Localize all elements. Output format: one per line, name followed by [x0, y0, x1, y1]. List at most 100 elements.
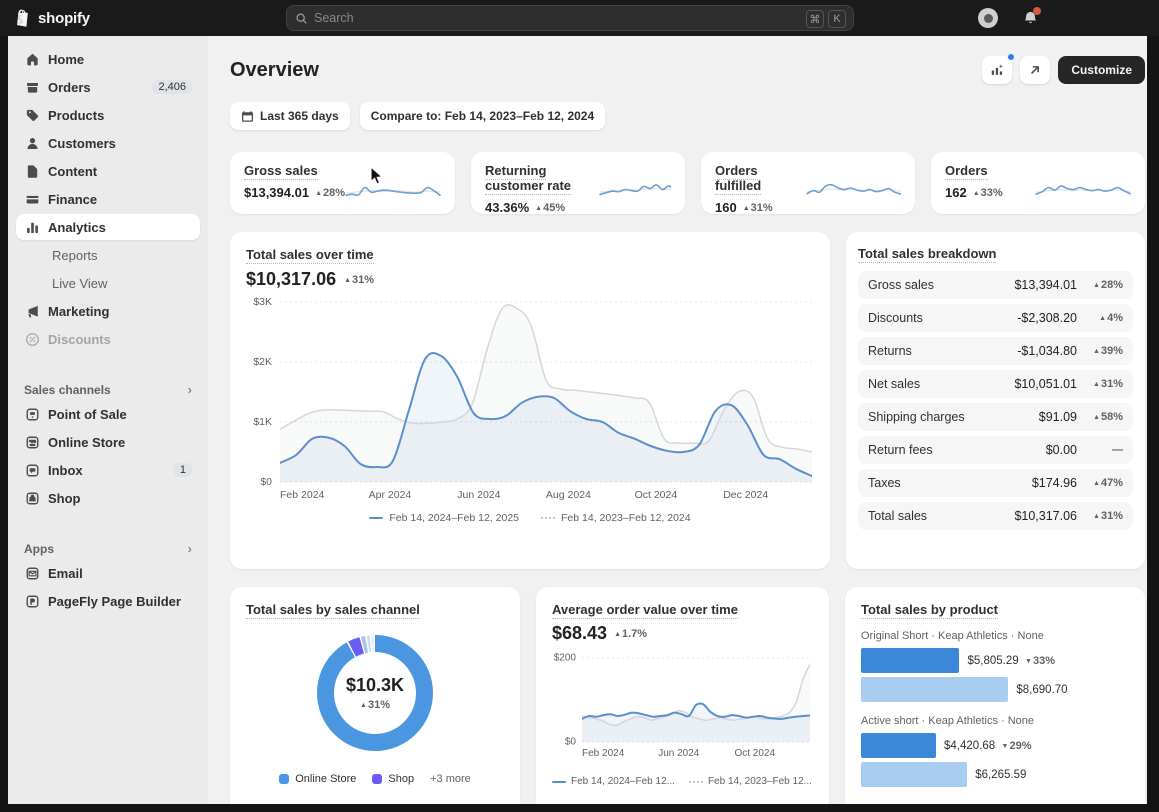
- sidebar-item-shop[interactable]: Shop: [16, 485, 200, 511]
- products-icon: [24, 107, 40, 123]
- shop-icon: [24, 490, 40, 506]
- date-range-button[interactable]: Last 365 days: [230, 102, 350, 130]
- x-axis-labels: Feb 2024 Apr 2024 Jun 2024 Aug 2024 Oct 2024…: [280, 489, 769, 501]
- share-button[interactable]: [1020, 56, 1051, 84]
- sidebar-item-orders[interactable]: Orders 2,406: [16, 74, 200, 100]
- discounts-icon: [24, 331, 40, 347]
- metric-cards-row: Gross sales $13,394.01 ▲28% Returning custo…: [230, 152, 1145, 215]
- sidebar-item-label: Email: [48, 565, 83, 581]
- average-order-value-card[interactable]: Average order value over time $68.43 ▲1.…: [536, 587, 829, 804]
- sidebar-item-label: Finance: [48, 191, 98, 207]
- sidebar-item-content[interactable]: Content: [16, 158, 200, 184]
- sidebar-item-label: Reports: [52, 247, 98, 263]
- notification-badge: [1033, 7, 1041, 15]
- content-icon: [24, 163, 40, 179]
- sidebar-item-point-of-sale[interactable]: Point of Sale: [16, 401, 200, 427]
- donut-legend-item: Online Store: [279, 773, 356, 785]
- legend-item: Feb 14, 2024–Feb 12, 2025: [369, 512, 519, 524]
- total-sales-breakdown-card: Total sales breakdown Gross sales $13,394…: [846, 232, 1145, 569]
- calendar-icon: [241, 110, 254, 122]
- sidebar-item-label: Customers: [48, 135, 116, 151]
- sidebar-item-label: Content: [48, 163, 98, 179]
- finance-icon: [24, 191, 40, 207]
- sidebar-item-label: Home: [48, 51, 85, 67]
- breakdown-row-return-fees[interactable]: Return fees $0.00—: [858, 436, 1133, 464]
- store-avatar[interactable]: [977, 7, 999, 29]
- sidebar-item-live-view[interactable]: Live View: [16, 270, 200, 296]
- sidebar-item-label: Analytics: [48, 219, 106, 235]
- sidebar-item-email[interactable]: Email: [16, 560, 200, 586]
- sidebar-item-analytics[interactable]: Analytics: [16, 214, 200, 240]
- notifications-bell-icon[interactable]: [1019, 7, 1041, 29]
- search-shortcut: ⌘ K: [806, 10, 846, 28]
- breakdown-row-returns[interactable]: Returns -$1,034.80 ▲39%: [858, 337, 1133, 365]
- sidebar-badge: 2,406: [152, 80, 192, 94]
- global-search[interactable]: ⌘ K: [286, 5, 854, 31]
- breakdown-rows: Gross sales $13,394.01 ▲28% Discounts -$2,30…: [858, 271, 1133, 530]
- aov-value: $68.43: [552, 623, 608, 643]
- product-bars: Original Short · Keap Athletics · None $5…: [861, 630, 1129, 787]
- sidebar-item-reports[interactable]: Reports: [16, 242, 200, 268]
- sidebar-item-online-store[interactable]: Online Store: [16, 429, 200, 455]
- metric-card-returning-customer-rate[interactable]: Returning customer rate 43.36% ▲45%: [471, 152, 686, 215]
- sales-by-channel-card[interactable]: Total sales by sales channel $10.3K ▲31%…: [230, 587, 520, 804]
- previous-period-bar: [861, 677, 1009, 702]
- sidebar-item-inbox[interactable]: Inbox 1: [16, 457, 200, 483]
- compare-to-button[interactable]: Compare to: Feb 14, 2023–Feb 12, 2024: [359, 102, 606, 130]
- total-sales-over-time-card[interactable]: Total sales over time $10,317.06 ▲31% $3…: [230, 232, 830, 569]
- breakdown-row-total-sales[interactable]: Total sales $10,317.06 ▲31%: [858, 502, 1133, 530]
- donut-delta: ▲31%: [360, 699, 390, 711]
- sidebar-item-home[interactable]: Home: [16, 46, 200, 72]
- shopify-logo[interactable]: shopify: [12, 8, 286, 28]
- sidebar-item-pagefly[interactable]: PageFly Page Builder: [16, 588, 200, 614]
- shopify-bag-icon: [17, 9, 28, 27]
- pagefly-icon: [24, 593, 40, 609]
- product-group[interactable]: Active short · Keap Athletics · None $4,4…: [861, 715, 1129, 787]
- donut-title: Total sales by sales channel: [246, 602, 420, 619]
- donut-legend: Online Store Shop +3 more: [246, 773, 504, 785]
- product-group[interactable]: Original Short · Keap Athletics · None $5…: [861, 630, 1129, 702]
- sidebar-item-customers[interactable]: Customers: [16, 130, 200, 156]
- sidebar-item-marketing[interactable]: Marketing: [16, 298, 200, 324]
- sidebar-item-label: Online Store: [48, 434, 126, 450]
- total-sales-line-chart: [280, 301, 812, 483]
- previous-period-bar: [861, 762, 968, 787]
- sidebar-section-apps[interactable]: Apps ›: [24, 541, 192, 556]
- current-period-bar: [861, 648, 960, 673]
- new-feature-dot: [1007, 53, 1016, 61]
- current-period-bar: [861, 733, 936, 758]
- sales-by-product-card[interactable]: Total sales by product Original Short · …: [845, 587, 1145, 804]
- compare-to-label: Compare to: Feb 14, 2023–Feb 12, 2024: [370, 109, 595, 123]
- breakdown-row-shipping-charges[interactable]: Shipping charges $91.09 ▲58%: [858, 403, 1133, 431]
- product-title: Total sales by product: [861, 602, 999, 619]
- sidebar-item-products[interactable]: Products: [16, 102, 200, 128]
- breakdown-row-gross-sales[interactable]: Gross sales $13,394.01 ▲28%: [858, 271, 1133, 299]
- channel-donut-chart: $10.3K ▲31%: [317, 635, 433, 751]
- customize-button[interactable]: Customize: [1058, 56, 1145, 84]
- sparkline-chart: [598, 184, 672, 196]
- pos-icon: [24, 406, 40, 422]
- metric-card-orders[interactable]: Orders 162 ▲33%: [931, 152, 1145, 214]
- insights-button[interactable]: [982, 53, 1016, 84]
- sidebar-item-label: Orders: [48, 79, 91, 95]
- k-key-badge: K: [828, 10, 846, 28]
- cmd-key-badge: ⌘: [806, 10, 824, 28]
- metric-card-gross-sales[interactable]: Gross sales $13,394.01 ▲28%: [230, 152, 456, 214]
- sidebar-item-label: Point of Sale: [48, 406, 127, 422]
- sidebar-item-finance[interactable]: Finance: [16, 186, 200, 212]
- metric-card-orders-fulfilled[interactable]: Orders fulfilled 160 ▲31%: [701, 152, 916, 215]
- sidebar-section-sales-channels[interactable]: Sales channels ›: [24, 382, 192, 397]
- breakdown-row-taxes[interactable]: Taxes $174.96 ▲47%: [858, 469, 1133, 497]
- page-title: Overview: [230, 58, 319, 81]
- donut-center-value: $10.3K: [345, 675, 405, 695]
- sidebar-item-discounts[interactable]: Discounts: [16, 326, 200, 352]
- aov-line-chart: [582, 657, 810, 743]
- search-input[interactable]: [314, 11, 845, 25]
- breakdown-row-discounts[interactable]: Discounts -$2,308.20 ▲4%: [858, 304, 1133, 332]
- breakdown-row-net-sales[interactable]: Net sales $10,051.01 ▲31%: [858, 370, 1133, 398]
- aov-delta: ▲1.7%: [614, 627, 648, 640]
- sidebar-item-label: Inbox: [48, 462, 83, 478]
- customers-icon: [24, 135, 40, 151]
- chart-title: Total sales over time: [246, 247, 374, 264]
